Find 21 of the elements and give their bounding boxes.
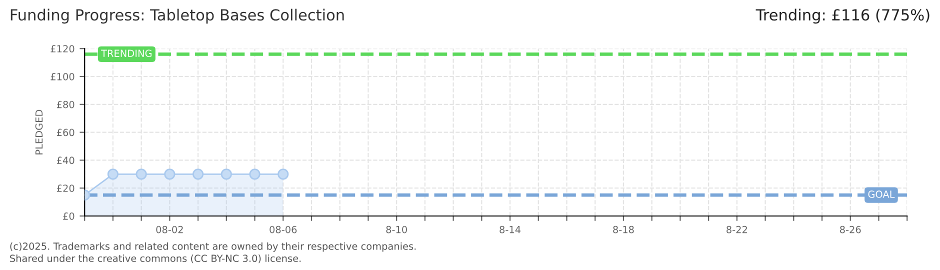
text: (c)2025. Trademarks and related content are owned by their respective companies. bbox=[10, 242, 416, 252]
y-tick-label: £60 bbox=[56, 128, 74, 136]
chart-title: Funding Progress: Tabletop Bases Collection bbox=[10, 8, 344, 24]
y-tick-label: £120 bbox=[50, 45, 74, 52]
ref-line-label: GOAL bbox=[868, 190, 895, 198]
x-tick-label: 8-10 bbox=[386, 226, 407, 234]
y-tick-label: £20 bbox=[56, 184, 74, 192]
ref-line-label: TRENDING bbox=[101, 50, 152, 57]
x-tick-label: 8-26 bbox=[840, 226, 861, 234]
text: Trending: £116 (775%) bbox=[756, 8, 930, 24]
y-tick-label: £100 bbox=[50, 72, 74, 80]
x-tick-label: 08-06 bbox=[270, 226, 297, 234]
x-tick-label: 08-02 bbox=[156, 226, 183, 234]
x-tick-label: 8-14 bbox=[500, 226, 521, 234]
x-tick-label: 8-22 bbox=[726, 226, 747, 234]
y-tick-label: £40 bbox=[56, 156, 74, 164]
y-tick-label: £0 bbox=[63, 212, 74, 220]
x-tick-label: 8-18 bbox=[613, 226, 634, 234]
y-tick-label: £80 bbox=[56, 100, 74, 108]
y-axis-title: PLEDGED bbox=[35, 110, 43, 154]
text: Shared under the creative commons (CC BY-NC 3.0) license. bbox=[10, 254, 301, 264]
